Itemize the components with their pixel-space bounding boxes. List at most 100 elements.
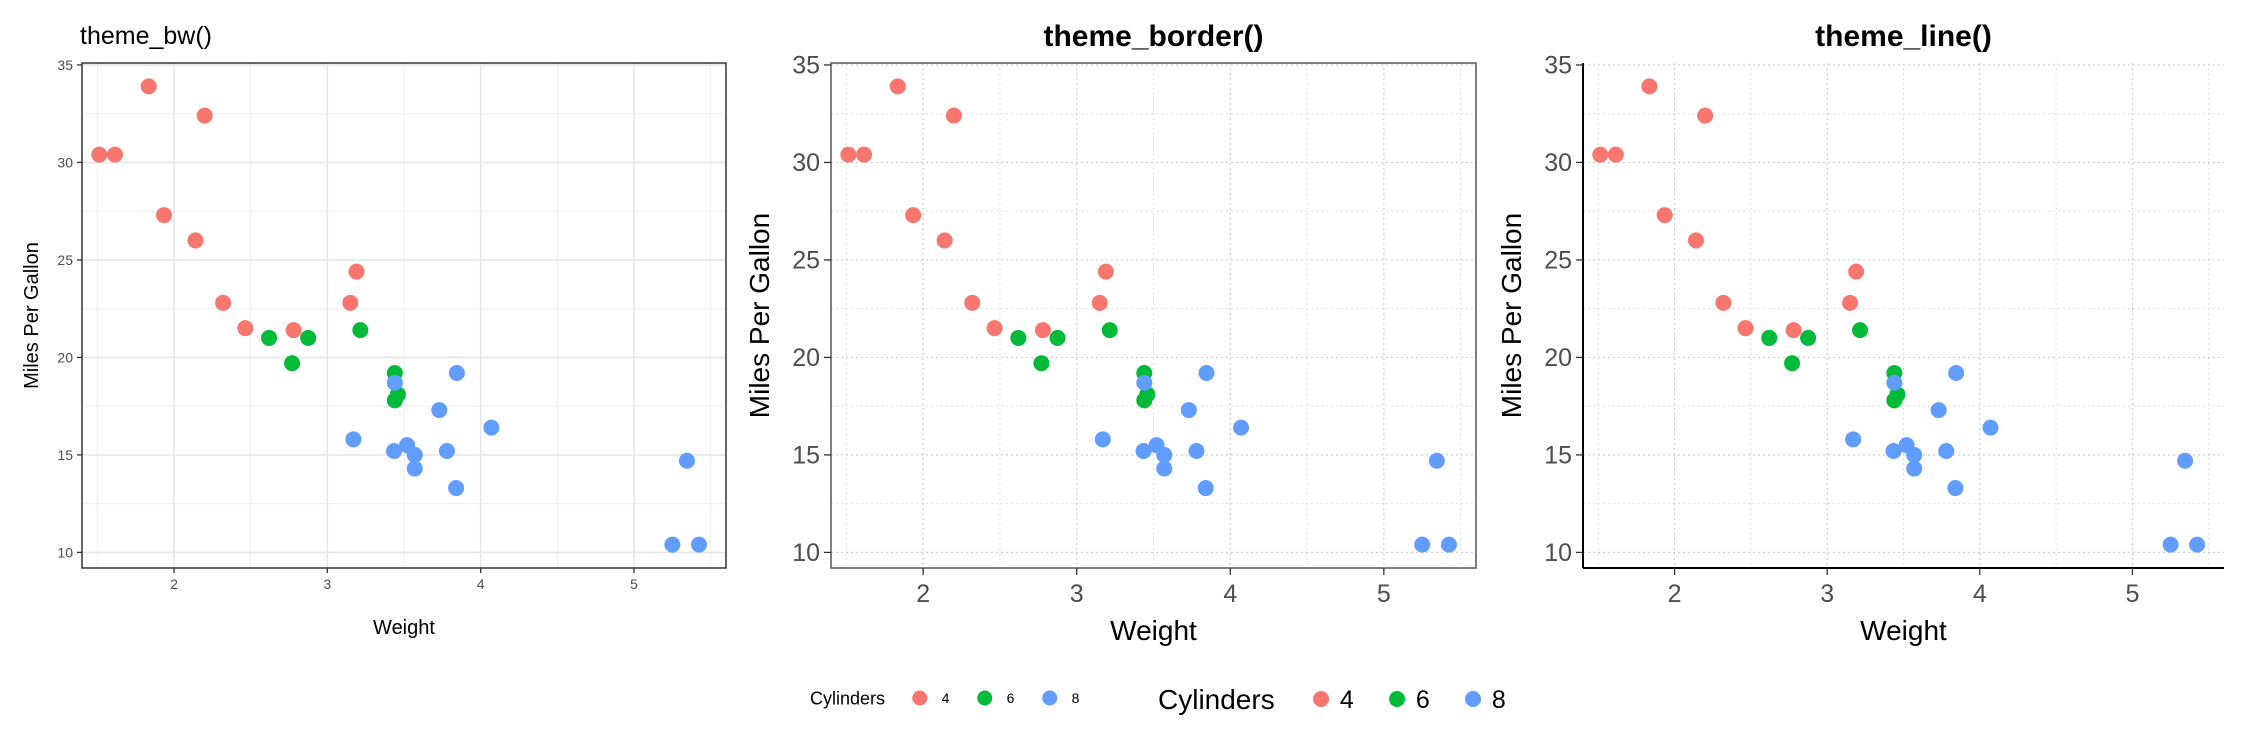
data-point-cyl-4 — [889, 78, 906, 95]
data-point-cyl-8 — [1885, 443, 1902, 460]
x-axis-label: Weight — [373, 617, 435, 639]
x-tick-label: 5 — [1377, 580, 1391, 608]
x-tick-label: 2 — [1668, 580, 1682, 608]
y-tick-label: 10 — [792, 539, 820, 567]
data-point-cyl-4 — [91, 146, 108, 163]
data-point-cyl-6 — [261, 329, 278, 346]
data-point-cyl-6 — [1010, 329, 1027, 346]
legend-label: 4 — [942, 690, 950, 706]
panel-title: theme_line() — [1815, 20, 1992, 53]
data-point-cyl-4 — [342, 294, 359, 311]
y-axis-label: Miles Per Gallon — [1496, 213, 1527, 418]
data-point-cyl-6 — [352, 322, 369, 339]
data-point-cyl-4 — [1607, 146, 1624, 163]
y-tick-label: 35 — [792, 52, 820, 80]
x-tick-label: 3 — [1070, 580, 1084, 608]
grid-lines — [82, 63, 726, 568]
data-point-cyl-8 — [386, 443, 403, 460]
data-point-cyl-8 — [406, 446, 423, 463]
x-tick-label: 3 — [323, 576, 331, 592]
data-point-cyl-6 — [284, 355, 301, 372]
data-point-cyl-8 — [345, 431, 362, 448]
panel-title: theme_border() — [1043, 20, 1263, 53]
data-point-cyl-8 — [1188, 443, 1205, 460]
data-point-cyl-4 — [1091, 294, 1108, 311]
data-point-cyl-8 — [1428, 452, 1445, 469]
data-point-cyl-4 — [1848, 263, 1865, 280]
data-point-cyl-4 — [1785, 322, 1802, 339]
data-point-cyl-8 — [1233, 419, 1250, 436]
data-point-cyl-4 — [1697, 107, 1714, 124]
data-point-cyl-8 — [1886, 374, 1903, 391]
data-point-cyl-8 — [1982, 419, 1999, 436]
data-point-cyl-8 — [1906, 460, 1923, 477]
data-point-cyl-4 — [348, 263, 365, 280]
y-tick-label: 20 — [57, 349, 73, 365]
data-point-cyl-6 — [1761, 329, 1778, 346]
data-point-cyl-4 — [1641, 78, 1658, 95]
y-tick-label: 30 — [1544, 149, 1572, 177]
data-point-cyl-8 — [1094, 431, 1111, 448]
data-point-cyl-8 — [448, 480, 465, 497]
data-point-cyl-8 — [2162, 536, 2179, 553]
y-tick-label: 30 — [57, 154, 73, 170]
y-tick-label: 20 — [1544, 344, 1572, 372]
y-axis-label: Miles Per Gallon — [21, 242, 43, 389]
data-point-cyl-6 — [1886, 392, 1903, 409]
panel-bw: 2 3 4 5 10 15 20 25 30 35 Weight Miles Per Gallon th… — [21, 22, 727, 639]
data-point-cyl-4 — [1842, 294, 1859, 311]
data-point-cyl-8 — [1948, 365, 1965, 382]
y-tick-label: 10 — [1544, 539, 1572, 567]
data-point-cyl-8 — [1906, 446, 1923, 463]
data-point-cyl-6 — [1033, 355, 1050, 372]
data-point-cyl-4 — [285, 322, 302, 339]
data-point-cyl-4 — [1715, 294, 1732, 311]
data-point-cyl-8 — [1440, 536, 1457, 553]
data-point-cyl-4 — [156, 207, 173, 224]
y-tick-label: 15 — [792, 442, 820, 470]
panel-title: theme_bw() — [80, 22, 212, 50]
legend-label: 6 — [1007, 690, 1015, 706]
y-tick-label: 25 — [792, 247, 820, 275]
x-axis-label: Weight — [1860, 615, 1947, 646]
x-tick-label: 4 — [477, 576, 485, 592]
data-point-cyl-4 — [196, 107, 213, 124]
data-point-cyl-8 — [1135, 443, 1152, 460]
data-point-cyl-8 — [1156, 446, 1173, 463]
panel-border — [81, 62, 727, 569]
data-point-cyl-4 — [1592, 146, 1609, 163]
y-axis-label: Miles Per Gallon — [744, 213, 775, 418]
x-tick-label: 4 — [1223, 580, 1237, 608]
panel-border — [830, 62, 1477, 569]
legend-label: 8 — [1492, 686, 1506, 714]
legend-label: 4 — [1340, 686, 1354, 714]
data-points — [840, 78, 1457, 553]
data-point-cyl-6 — [386, 392, 403, 409]
data-point-cyl-6 — [1136, 392, 1153, 409]
data-point-cyl-8 — [1198, 365, 1215, 382]
panel-border: 2 3 4 5 10 15 20 25 30 35 Weight Miles Per Gallon th… — [744, 20, 1477, 646]
data-point-cyl-6 — [1800, 329, 1817, 346]
data-point-cyl-4 — [1097, 263, 1114, 280]
data-point-cyl-8 — [1197, 480, 1214, 497]
data-points — [1592, 78, 2206, 553]
data-point-cyl-4 — [1737, 320, 1754, 337]
data-point-cyl-8 — [1136, 374, 1153, 391]
data-point-cyl-8 — [438, 443, 455, 460]
legend-key-8 — [1465, 691, 1482, 707]
x-tick-label: 4 — [1973, 580, 1987, 608]
data-point-cyl-4 — [106, 146, 123, 163]
data-point-cyl-8 — [1414, 536, 1431, 553]
x-tick-label: 2 — [170, 576, 178, 592]
data-point-cyl-4 — [237, 320, 254, 337]
data-point-cyl-8 — [1938, 443, 1955, 460]
data-point-cyl-8 — [691, 536, 708, 553]
data-point-cyl-4 — [945, 107, 962, 124]
data-point-cyl-4 — [964, 294, 981, 311]
legend-title: Cylinders — [810, 688, 885, 708]
data-point-cyl-6 — [1784, 355, 1801, 372]
data-point-cyl-8 — [1930, 402, 1947, 419]
data-point-cyl-4 — [905, 207, 922, 224]
